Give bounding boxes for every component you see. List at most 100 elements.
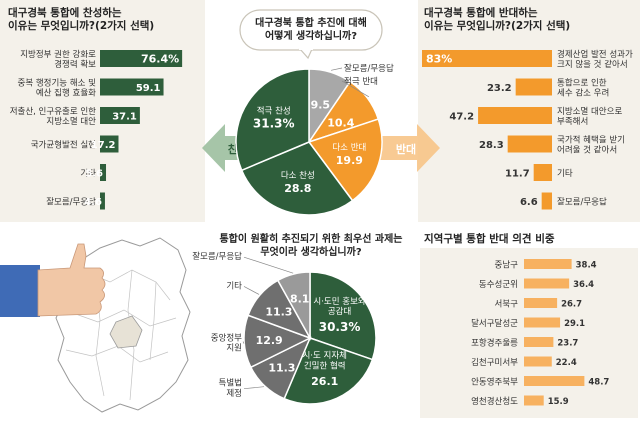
priority-slice-value: 11.3 bbox=[265, 305, 292, 318]
oppose-arrow: 반대 bbox=[378, 124, 440, 172]
favor-bar bbox=[100, 135, 119, 153]
favor-value-label: 5.6 bbox=[85, 169, 103, 180]
oppose-bar bbox=[541, 192, 552, 210]
opinion-slice-name: 다소 찬성 bbox=[281, 170, 315, 181]
priority-leader-line bbox=[243, 256, 294, 274]
favor-bar bbox=[100, 50, 183, 67]
opinion-slice-value: 31.3% bbox=[253, 117, 295, 131]
thumbs-up-icon bbox=[0, 243, 106, 317]
oppose-category-label: 지방소멸 대안으로 부족해서 bbox=[557, 106, 622, 127]
regional-category-label: 안동영주북부 bbox=[471, 377, 518, 388]
priority-slice-name: 특별법 제정 bbox=[219, 378, 242, 399]
opinion-slice-name: 다소 반대 bbox=[332, 142, 366, 153]
opinion-slice-name: 적극 찬성 bbox=[257, 106, 291, 117]
regional-bar bbox=[524, 376, 585, 386]
favor-category-label: 저출산, 인구유출로 인한 지방소멸 대안 bbox=[10, 106, 96, 127]
regional-bar bbox=[524, 317, 561, 328]
speech-bubble-tail bbox=[298, 48, 313, 60]
oppose-reasons-chart: 83% 경제산업 발전 성과가 크지 않을 것 같아서 23.2 통합으로 인한 세수 감… bbox=[422, 49, 633, 210]
favor-reasons-chart: 지방정부 권한 강화로 경쟁력 확보 76.4% 중복 행정기능 해소 및 예산 집행 … bbox=[10, 49, 183, 210]
opinion-pie-title-bubble: 대구경북 통합 추진에 대해 어떻게 생각하십니까? bbox=[239, 9, 383, 60]
regional-chart-background bbox=[420, 248, 638, 418]
favor-value-label: 17.2 bbox=[91, 140, 116, 151]
priority-slice-name: 시·도 지자체 긴밀한 협력 bbox=[302, 350, 347, 371]
speech-bubble-tail-cover bbox=[299, 47, 313, 50]
priority-slice-name: 시·도민 홍보와 공감대 bbox=[313, 296, 366, 317]
favor-bar bbox=[100, 78, 164, 96]
opinion-slice-value: 19.9 bbox=[336, 154, 363, 167]
oppose-value-label: 28.3 bbox=[479, 140, 504, 151]
oppose-category-label: 경제산업 발전 성과가 크지 않을 것 같아서 bbox=[557, 49, 633, 70]
regional-bar bbox=[524, 337, 554, 347]
priority-slice-name: 기타 bbox=[226, 281, 242, 291]
thumbs-up-hand bbox=[37, 243, 106, 317]
opinion-pie-title: 대구경북 통합 추진에 대해 어떻게 생각하십니까? bbox=[255, 16, 367, 42]
regional-category-label: 포항경주울릉 bbox=[471, 338, 518, 349]
favor-bar bbox=[100, 164, 107, 181]
priority-pie-chart: 시·도민 홍보와 공감대 30.3% 시·도 지자체 긴밀한 협력 26.1 11.3 특별법… bbox=[192, 251, 377, 405]
regional-category-label: 영천경산청도 bbox=[471, 396, 518, 407]
regional-value-label: 26.7 bbox=[561, 300, 582, 310]
favor-value-label: 4.6 bbox=[84, 197, 102, 208]
oppose-value-label: 47.2 bbox=[449, 112, 474, 123]
regional-category-label: 서북구 bbox=[495, 300, 519, 310]
oppose-arrow-shape bbox=[378, 124, 440, 172]
opinion-leader-line bbox=[331, 67, 343, 71]
favor-category-label: 국가균형발전 실현 bbox=[31, 140, 96, 151]
regional-bar bbox=[524, 356, 552, 367]
opinion-slice-name: 적극 반대 bbox=[344, 76, 378, 87]
favor-category-label: 잘모름/무응답 bbox=[46, 197, 96, 208]
opinion-pie-slice bbox=[235, 68, 310, 172]
favor-reasons-title: 대구경북 통합에 찬성하는 이유는 무엇입니까?(2가지 선택) bbox=[8, 6, 154, 32]
priority-leader-line bbox=[243, 286, 260, 295]
oppose-category-label: 통합으로 인한 세수 감소 우려 bbox=[557, 77, 609, 98]
regional-category-label: 동수성군위 bbox=[479, 280, 518, 290]
regional-bar bbox=[524, 298, 558, 308]
favor-category-label: 중복 행정기능 해소 및 예산 집행 효율화 bbox=[18, 77, 97, 98]
oppose-value-label: 6.6 bbox=[520, 197, 538, 208]
oppose-bar bbox=[507, 135, 552, 153]
priority-slice-name: 중앙정부 지원 bbox=[211, 332, 242, 353]
thumbs-up-sleeve bbox=[0, 265, 40, 317]
regional-bar bbox=[524, 259, 572, 269]
oppose-category-label: 기타 bbox=[557, 169, 573, 179]
favor-value-label: 76.4% bbox=[141, 53, 179, 66]
oppose-category-label: 국가적 혜택을 받기 어려울 것 같아서 bbox=[557, 134, 625, 155]
oppose-category-label: 잘모름/무응답 bbox=[557, 197, 607, 208]
regional-category-label: 김천구미서부 bbox=[471, 357, 518, 368]
regional-bar bbox=[524, 395, 544, 406]
regional-bar bbox=[524, 278, 570, 289]
opinion-slice-value: 28.8 bbox=[284, 182, 311, 195]
priority-pie-slice bbox=[276, 271, 311, 341]
oppose-reasons-title: 대구경북 통합에 반대하는 이유는 무엇입니까?(2가지 선택) bbox=[424, 6, 570, 32]
favor-bar bbox=[100, 107, 140, 124]
oppose-bar bbox=[515, 78, 552, 96]
oppose-bar bbox=[533, 164, 552, 181]
favor-category-label: 지방정부 권한 강화로 경쟁력 확보 bbox=[20, 49, 96, 70]
regional-opposition-chart: 중남구 38.4 동수성군위 36.4 서북구 26.7 달서구달성군 29.1 포항경주울릉 2… bbox=[471, 259, 609, 407]
speech-bubble bbox=[239, 9, 383, 51]
map-daegu-area bbox=[109, 315, 143, 349]
oppose-value-label: 83% bbox=[426, 53, 452, 66]
favor-value-label: 59.1 bbox=[136, 83, 161, 94]
priority-pie-title: 통합이 원활히 추진되기 위한 최우선 과제는 무엇이라 생각하십니까? bbox=[219, 232, 402, 258]
opinion-slice-name: 잘모름/무응답 bbox=[344, 63, 394, 74]
priority-slice-value: 11.3 bbox=[268, 362, 295, 375]
regional-value-label: 38.4 bbox=[576, 261, 597, 271]
opinion-leader-line bbox=[341, 80, 370, 98]
priority-slice-name: 잘모름/무응답 bbox=[192, 251, 242, 262]
regional-category-label: 중남구 bbox=[495, 261, 519, 271]
priority-slice-value: 26.1 bbox=[311, 375, 338, 388]
opinion-pie-slice bbox=[240, 141, 354, 216]
favor-bar bbox=[100, 192, 105, 210]
regional-value-label: 48.7 bbox=[588, 378, 609, 388]
opinion-slice-value: 9.5 bbox=[311, 99, 331, 112]
opinion-pie-slice bbox=[307, 118, 383, 202]
opinion-slice-value: 10.4 bbox=[327, 117, 354, 130]
regional-value-label: 29.1 bbox=[564, 319, 585, 329]
priority-pie-slice bbox=[283, 337, 374, 405]
priority-slice-value: 30.3% bbox=[319, 320, 361, 334]
